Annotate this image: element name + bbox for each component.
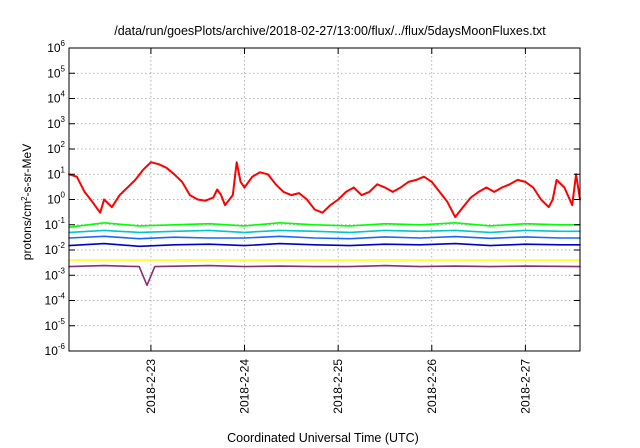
y-tick-mantissa: 10 (47, 117, 61, 131)
y-tick-label: 104 (47, 90, 65, 106)
series-line-4 (68, 235, 581, 240)
y-tick-exponent: 2 (61, 140, 66, 149)
y-tick-exponent: -1 (58, 216, 66, 225)
chart-title: /data/run/goesPlots/archive/2018-02-27/1… (114, 24, 546, 38)
y-tick-exponent: 1 (61, 165, 66, 174)
series-line-7 (68, 264, 581, 287)
series-line-2 (68, 222, 581, 228)
y-tick-mantissa: 10 (45, 268, 59, 282)
y-tick-mantissa: 10 (47, 193, 61, 207)
y-tick-mantissa: 10 (45, 319, 59, 333)
y-tick-exponent: 4 (61, 90, 66, 99)
y-tick-label: 10-4 (45, 292, 66, 308)
y-tick-label: 10-1 (45, 216, 66, 232)
series-line-5 (68, 242, 581, 248)
x-axis: 2018-2-23 2018-2-24 2018-2-25 2018-2-26 2018… (144, 48, 532, 414)
y-tick-label: 10-3 (45, 266, 66, 282)
y-tick-exponent: -2 (58, 241, 66, 250)
y-tick-mantissa: 10 (47, 167, 61, 181)
y-tick-label: 100 (47, 191, 65, 207)
x-tick-label: 2018-2-24 (238, 359, 252, 414)
y-tick-label: 10-5 (45, 317, 66, 333)
y-tick-exponent: -6 (58, 342, 66, 351)
y-axis: 10-610-510-410-310-210-11001011021031041… (45, 39, 580, 358)
x-tick-label: 2018-2-26 (425, 359, 439, 414)
y-axis-label-sup: 2 (20, 196, 29, 201)
y-tick-exponent: -4 (58, 292, 66, 301)
grid-lines (69, 48, 580, 351)
y-axis-label-rest: -s-sr-MeV (20, 144, 34, 197)
y-tick-exponent: -5 (58, 317, 66, 326)
y-tick-mantissa: 10 (45, 243, 59, 257)
y-tick-exponent: 5 (61, 64, 66, 73)
x-tick-label: 2018-2-27 (518, 359, 532, 414)
x-tick-label: 2018-2-23 (144, 359, 158, 414)
y-tick-label: 105 (47, 64, 65, 80)
y-tick-mantissa: 10 (45, 294, 59, 308)
y-tick-mantissa: 10 (45, 218, 59, 232)
y-tick-label: 102 (47, 140, 65, 156)
x-tick-label: 2018-2-25 (331, 359, 345, 414)
series-line-1 (68, 161, 581, 219)
y-tick-mantissa: 10 (47, 92, 61, 106)
y-tick-mantissa: 10 (45, 344, 59, 358)
y-axis-label-base: protons/cm (20, 201, 34, 260)
y-tick-exponent: 3 (61, 115, 66, 124)
series-line-3 (68, 229, 581, 234)
y-tick-mantissa: 10 (47, 41, 61, 55)
plot-series (68, 161, 581, 287)
x-axis-label: Coordinated Universal Time (UTC) (227, 431, 419, 445)
y-tick-mantissa: 10 (47, 66, 61, 80)
y-tick-label: 10-2 (45, 241, 66, 257)
y-tick-label: 103 (47, 115, 65, 131)
y-tick-label: 101 (47, 165, 65, 181)
y-axis-label: protons/cm2-s-sr-MeV (20, 144, 35, 260)
y-tick-exponent: 0 (61, 191, 66, 200)
y-tick-exponent: 6 (61, 39, 66, 48)
y-tick-exponent: -3 (58, 266, 66, 275)
y-tick-mantissa: 10 (47, 142, 61, 156)
y-tick-label: 10-6 (45, 342, 66, 358)
y-tick-label: 106 (47, 39, 65, 55)
